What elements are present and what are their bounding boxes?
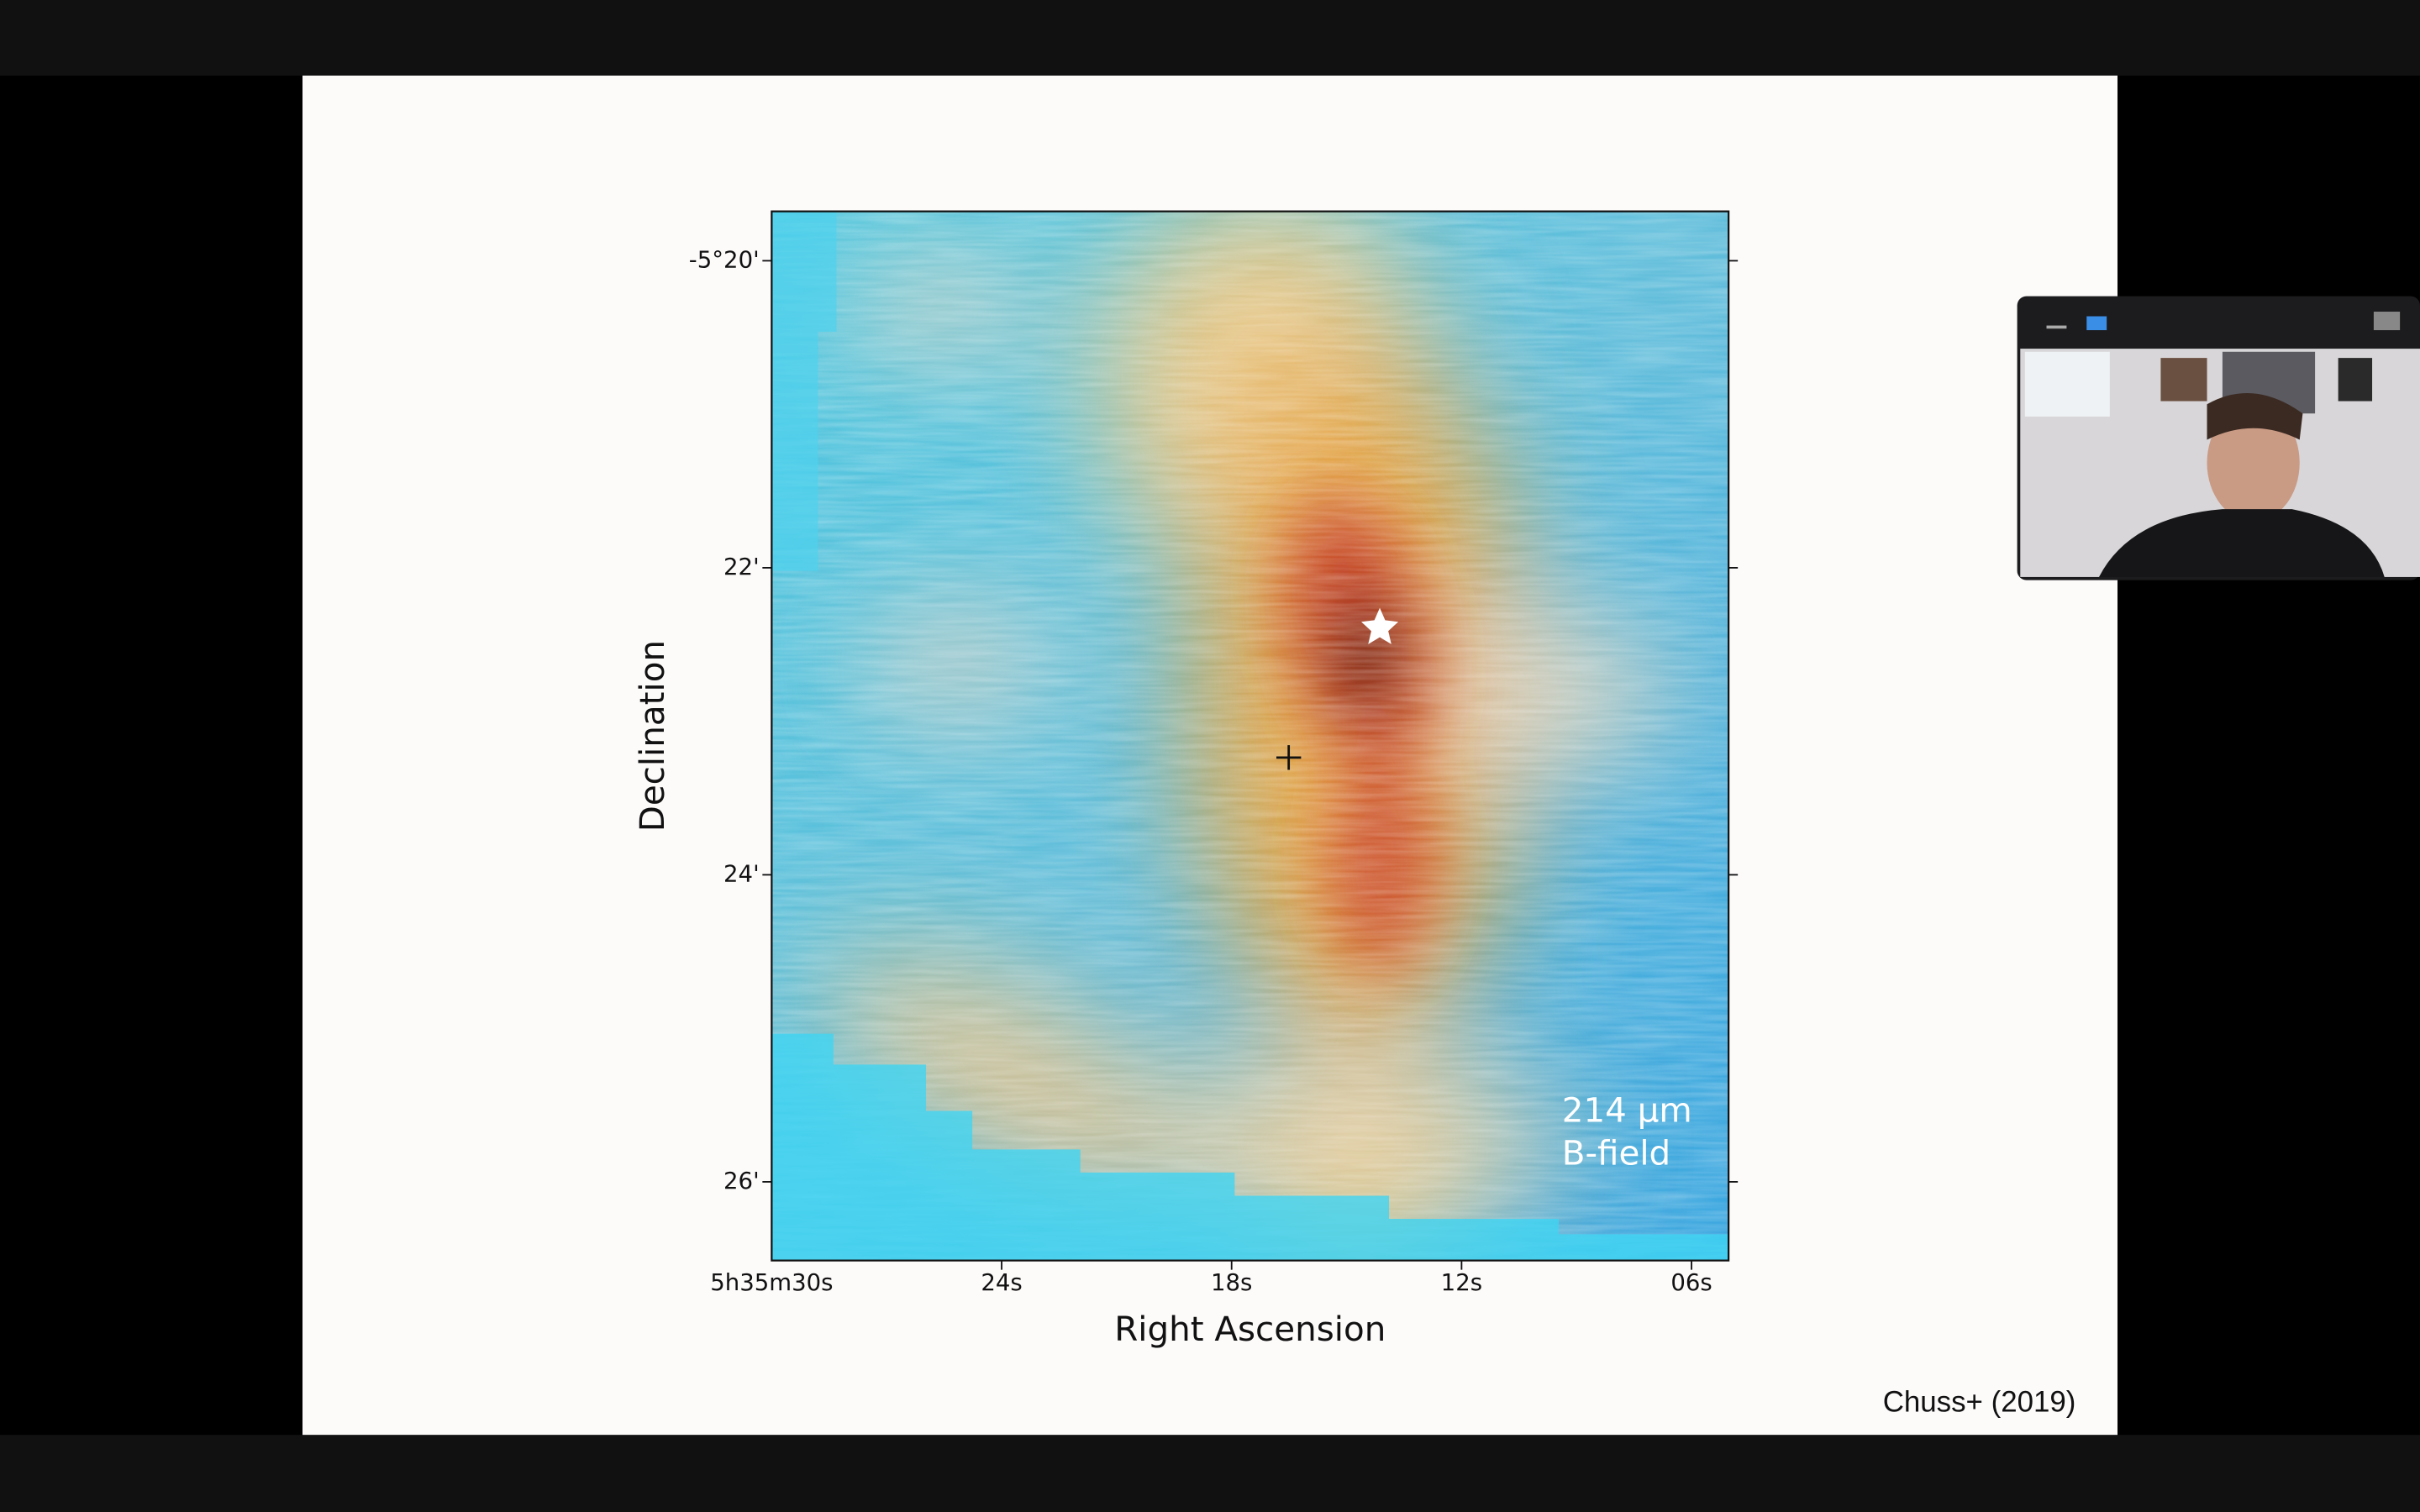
citation: Chuss+ (2019)	[1883, 1386, 2076, 1419]
y-ticks	[762, 260, 1739, 1183]
x-tick-label: 06s	[1670, 1269, 1712, 1296]
view-button[interactable]	[2086, 316, 2107, 331]
axes-frame	[771, 210, 1730, 1262]
video-picture	[2338, 358, 2373, 402]
annotation: B-field	[1562, 1133, 1670, 1173]
y-tick-label: 24'	[723, 860, 760, 887]
video-person-body	[2098, 509, 2385, 577]
bottom-bar	[0, 1435, 2420, 1512]
x-tick-label: 18s	[1211, 1269, 1252, 1296]
video-window[interactable]	[2017, 296, 2420, 580]
y-tick-label: 22'	[723, 554, 760, 580]
y-tick-label: 26'	[723, 1168, 760, 1194]
y-tick-label: -5°20'	[689, 246, 760, 273]
x-tick-label: 12s	[1441, 1269, 1482, 1296]
star-marker	[1361, 607, 1399, 644]
y-axis-label: Declination	[632, 640, 672, 832]
video-person-hair	[2207, 392, 2303, 440]
video-person-head	[2207, 404, 2300, 522]
x-ticks	[1001, 1260, 1692, 1270]
x-tick-label: 5h35m30s	[710, 1269, 833, 1296]
x-tick-label: 24s	[981, 1269, 1022, 1296]
map	[771, 211, 1729, 1261]
minimize-button[interactable]	[2046, 325, 2067, 329]
annotation: 214 μm	[1562, 1089, 1692, 1130]
video-window-pane	[2024, 351, 2110, 417]
video-frame-picture	[2160, 358, 2207, 402]
expand-button[interactable]	[2373, 312, 2401, 331]
top-bar	[0, 0, 2420, 76]
cross-marker	[1276, 745, 1302, 770]
x-axis-label: Right Ascension	[1114, 1309, 1386, 1349]
